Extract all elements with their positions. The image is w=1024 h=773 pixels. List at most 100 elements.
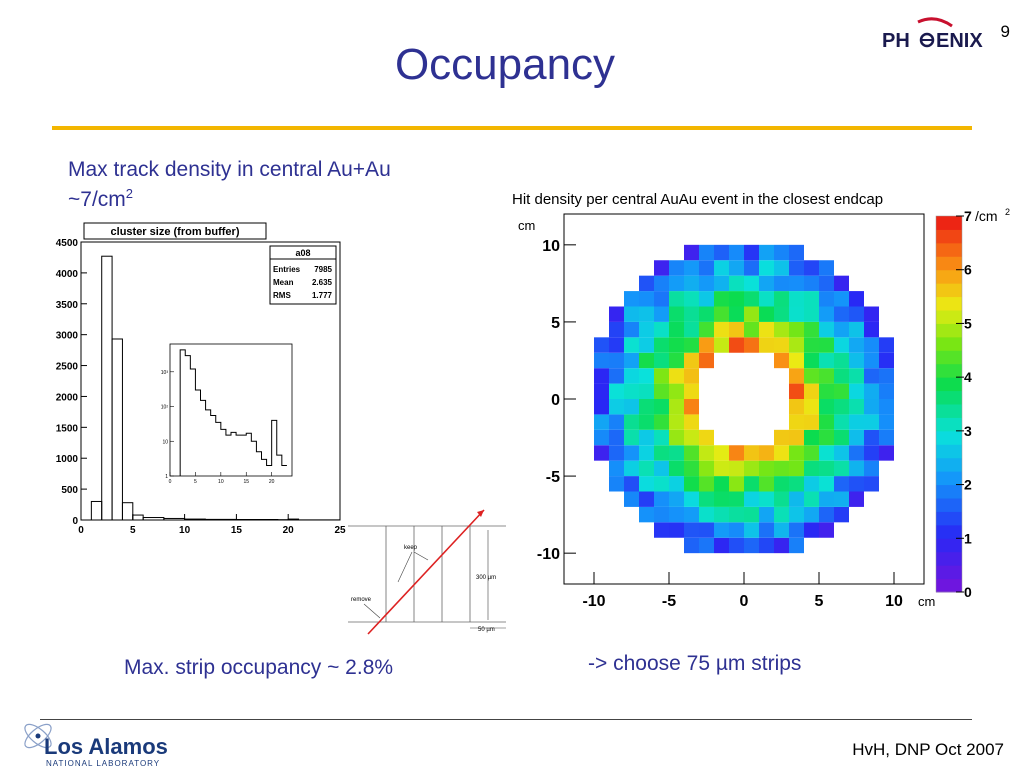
page-title: Occupancy: [0, 40, 1010, 90]
x-tick-label: 20: [283, 525, 295, 536]
y-tick-label: 2500: [56, 362, 79, 373]
heatmap-cell: [684, 476, 699, 491]
heatmap-cell: [834, 276, 849, 291]
colorbar-segment: [936, 256, 962, 270]
heatmap-cell: [624, 384, 639, 399]
inset-x-tick-label: 0: [169, 479, 172, 485]
heatmap-cell: [879, 445, 894, 460]
lanl-logo-name: Los Alamos: [44, 734, 168, 759]
heatmap-cell: [624, 307, 639, 322]
histogram-title: cluster size (from buffer): [111, 226, 240, 238]
remove-pointer: [364, 604, 380, 618]
heatmap-cell: [789, 430, 804, 445]
heatmap-cell: [804, 368, 819, 383]
map-y-tick-label: 0: [551, 392, 560, 409]
colorbar-segment: [936, 417, 962, 431]
heatmap-cell: [669, 337, 684, 352]
heatmap-cell: [819, 399, 834, 414]
page-number: 9: [1001, 22, 1010, 42]
heatmap-cell: [654, 291, 669, 306]
heatmap-cell: [699, 461, 714, 476]
heatmap-cell: [774, 245, 789, 260]
heatmap-cell: [684, 430, 699, 445]
heatmap-cell: [789, 399, 804, 414]
heatmap-cell: [729, 276, 744, 291]
histogram-bar: [185, 519, 206, 520]
heatmap-cell: [864, 384, 879, 399]
heatmap-cell: [714, 337, 729, 352]
heatmap-cell: [774, 291, 789, 306]
colorbar-segment: [936, 243, 962, 257]
heatmap-cell: [684, 445, 699, 460]
heatmap-cell: [819, 430, 834, 445]
heatmap-cell: [759, 538, 774, 553]
heatmap-cell: [639, 414, 654, 429]
heatmap-cell: [654, 414, 669, 429]
heatmap-cell: [789, 307, 804, 322]
colorbar-segment: [936, 498, 962, 512]
heatmap-cell: [759, 322, 774, 337]
heatmap-cell: [699, 337, 714, 352]
heatmap-cell: [684, 507, 699, 522]
heatmap-cell: [729, 322, 744, 337]
heatmap-cell: [759, 337, 774, 352]
heatmap-cell: [864, 476, 879, 491]
stats-value: 7985: [314, 265, 332, 274]
heatmap-cell: [729, 507, 744, 522]
heatmap-cell: [714, 322, 729, 337]
heatmap-cell: [834, 461, 849, 476]
heatmap-cell: [669, 522, 684, 537]
heatmap-cell: [819, 291, 834, 306]
colorbar-segment: [936, 444, 962, 458]
colorbar-segment: [936, 377, 962, 391]
density-note-line2: ~7/cm2: [68, 186, 133, 212]
heatmap-cell: [819, 276, 834, 291]
heatmap-cell: [804, 384, 819, 399]
histogram-bar: [288, 519, 298, 520]
heatmap-cell: [744, 291, 759, 306]
heatmap-cell: [759, 522, 774, 537]
heatmap-cell: [594, 384, 609, 399]
heatmap-cell: [774, 492, 789, 507]
inset-y-tick-label: 10³: [161, 370, 169, 376]
map-x-tick-label: 0: [740, 593, 749, 610]
stats-name: a08: [295, 248, 310, 258]
heatmap-cell: [879, 430, 894, 445]
heatmap-cell: [819, 368, 834, 383]
heatmap-cell: [774, 445, 789, 460]
heatmap-cell: [639, 291, 654, 306]
heatmap-cell: [834, 291, 849, 306]
heatmap-cell: [789, 322, 804, 337]
strip-choice-note: -> choose 75 µm strips: [588, 652, 801, 676]
heatmap-cell: [654, 337, 669, 352]
heatmap-cell: [759, 260, 774, 275]
heatmap-cell: [669, 368, 684, 383]
heatmap-cell: [819, 414, 834, 429]
heatmap-cell: [744, 337, 759, 352]
heatmap-cell: [834, 414, 849, 429]
heatmap-cell: [804, 492, 819, 507]
heatmap-cell: [654, 522, 669, 537]
heatmap-cell: [669, 291, 684, 306]
colorbar-segment: [936, 511, 962, 525]
colorbar-segment: [936, 283, 962, 297]
heatmap-cell: [834, 353, 849, 368]
heatmap-cell: [804, 322, 819, 337]
heatmap-cell: [624, 399, 639, 414]
heatmap-cell: [804, 276, 819, 291]
inset-x-tick-label: 15: [243, 479, 249, 485]
heatmap-cell: [804, 476, 819, 491]
heatmap-cell: [609, 445, 624, 460]
heatmap-cell: [819, 492, 834, 507]
heatmap-cell: [624, 492, 639, 507]
x-tick-label: 25: [334, 525, 346, 536]
heatmap-cell: [834, 430, 849, 445]
lanl-logo-sub: NATIONAL LABORATORY: [46, 759, 160, 768]
heatmap-cell: [729, 461, 744, 476]
heatmap-cell: [684, 276, 699, 291]
heatmap-cell: [819, 322, 834, 337]
height-label: 300 µm: [476, 575, 496, 581]
heatmap-cell: [804, 414, 819, 429]
